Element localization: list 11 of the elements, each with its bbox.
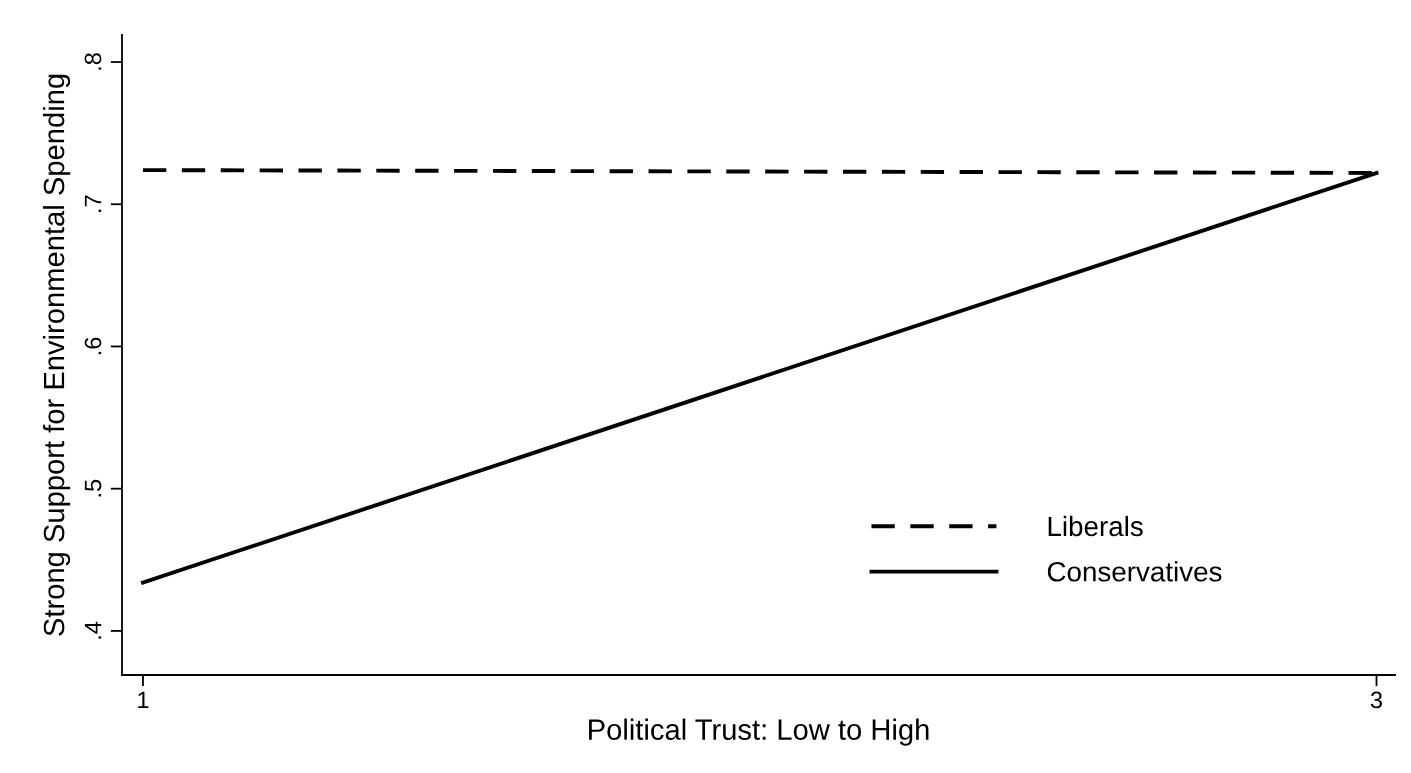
y-tick-label: .4 — [84, 621, 102, 639]
x-tick-label: 3 — [1370, 691, 1383, 709]
y-tick-label: .5 — [84, 479, 102, 497]
y-tick-label: .7 — [84, 195, 102, 212]
y-axis-title: Strong Support for Environmental Spending — [42, 74, 71, 636]
legend-label: Liberals — [1048, 515, 1143, 537]
x-axis-title: Political Trust: Low to High — [589, 718, 929, 746]
y-tick-label: .6 — [84, 337, 102, 355]
y-tick-label: .8 — [84, 53, 102, 70]
x-tick-label: 1 — [138, 691, 149, 709]
legend-label: Conservatives — [1047, 561, 1222, 582]
